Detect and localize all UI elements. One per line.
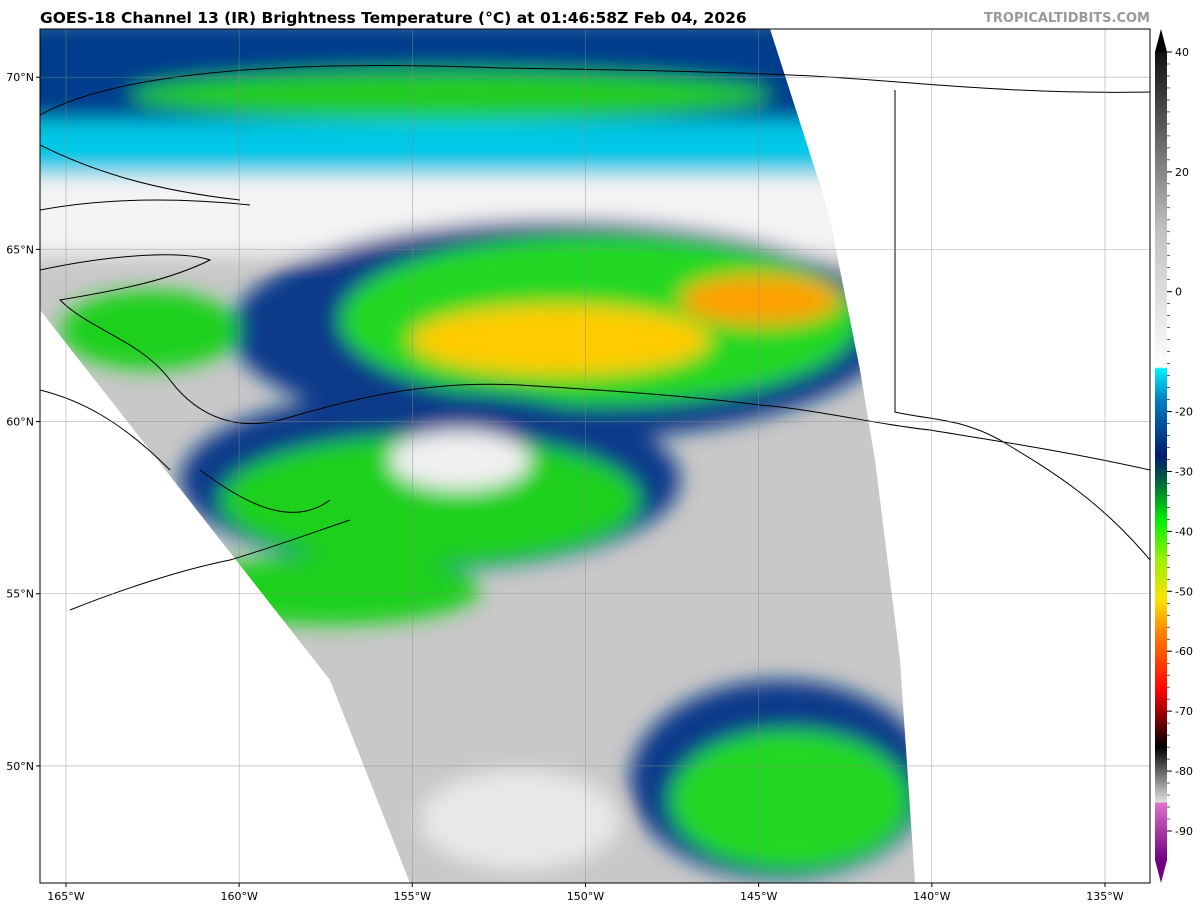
lon-label: 165°W: [47, 890, 84, 903]
colorbar-label: -90: [1175, 825, 1193, 838]
colorbar-label: -60: [1175, 645, 1193, 658]
lon-label: 140°W: [913, 890, 950, 903]
map-frame: [39, 28, 1151, 884]
colorbar-label: 40: [1175, 46, 1189, 59]
colorbar-label: 20: [1175, 166, 1189, 179]
lat-label: 55°N: [6, 588, 34, 601]
chart-title: GOES-18 Channel 13 (IR) Brightness Tempe…: [40, 9, 747, 27]
colorbar-gradient: [1155, 52, 1167, 860]
colorbar-label: -20: [1175, 406, 1193, 419]
colorbar-label: -30: [1175, 465, 1193, 478]
lat-label: 65°N: [6, 243, 34, 256]
lon-label: 145°W: [740, 890, 777, 903]
lon-label: 160°W: [220, 890, 257, 903]
colorbar-label: -50: [1175, 585, 1193, 598]
lon-label: 155°W: [394, 890, 431, 903]
lon-label: 150°W: [567, 890, 604, 903]
brand-watermark: TROPICALTIDBITS.COM: [984, 11, 1150, 26]
graticule: [40, 29, 1150, 883]
colorbar-label: -40: [1175, 525, 1193, 538]
colorbar-label: 0: [1175, 286, 1182, 299]
coastlines: [40, 65, 1150, 611]
lat-label: 70°N: [6, 71, 34, 84]
colorbar-label: -70: [1175, 705, 1193, 718]
lon-label: 135°W: [1086, 890, 1123, 903]
colorbar-label: -80: [1175, 765, 1193, 778]
colorbar-min-extend: [1155, 860, 1167, 883]
lat-label: 60°N: [6, 416, 34, 429]
colorbar-max-extend: [1155, 29, 1167, 52]
lat-label: 50°N: [6, 760, 34, 773]
